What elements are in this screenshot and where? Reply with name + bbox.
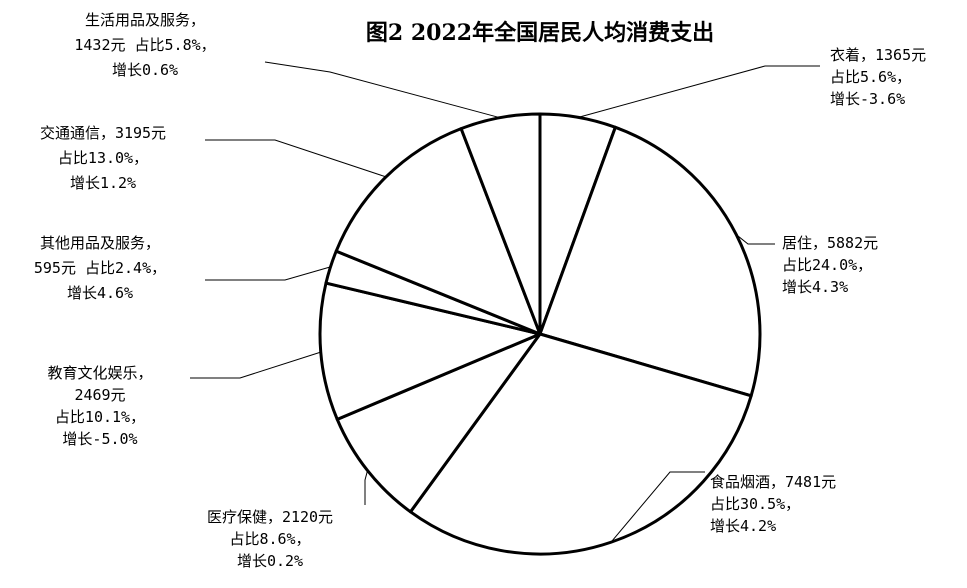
slice-label: 生活用品及服务， 1432元 占比5.8%， 增长0.6% (74, 11, 215, 79)
pie-slices (318, 112, 762, 556)
slice-label: 其他用品及服务， 595元 占比2.4%， 增长4.6% (34, 234, 166, 302)
slice-label-line: 占比8.6%， (229, 530, 310, 548)
slice-labels: 衣着，1365元占比5.6%， 增长-3.6% 居住，5882元占比24.0%， 增长… (34, 11, 926, 570)
leader-line (364, 470, 368, 505)
slice-label-line: 增长4.3% (782, 278, 848, 296)
slice-label-line: 占比5.6%， (830, 68, 911, 86)
leader-line (264, 61, 501, 119)
slice-label-line: 增长4.2% (710, 517, 776, 535)
leader-line (205, 139, 387, 178)
slice-label: 居住，5882元占比24.0%， 增长4.3% (782, 234, 878, 296)
slice-label-line: 占比24.0%， (782, 256, 872, 274)
slice-label-line: 595元 占比2.4%， (34, 259, 166, 277)
slice-label-line: 其他用品及服务， (40, 234, 160, 252)
leader-line (610, 471, 705, 543)
slice-label-line: 增长1.2% (70, 174, 136, 192)
pie-slice (538, 125, 762, 398)
leader-line (205, 266, 331, 281)
slice-label: 教育文化娱乐， 2469元占比10.1%， 增长-5.0% (47, 364, 152, 448)
pie-slice (335, 332, 542, 514)
slice-label-line: 2469元 (74, 386, 125, 404)
slice-label-line: 居住，5882元 (782, 234, 878, 252)
pie-slice (318, 281, 542, 421)
slice-label-line: 生活用品及服务， (85, 11, 205, 29)
slice-label-line: 增长0.6% (112, 61, 178, 79)
slice-label-line: 教育文化娱乐， (47, 364, 152, 382)
slice-label-line: 占比30.5%， (710, 495, 800, 513)
pie-slice (334, 127, 542, 336)
slice-label-line: 医疗保健，2120元 (207, 508, 333, 526)
slice-label-line: 增长4.6% (67, 284, 133, 302)
leader-line (578, 65, 820, 118)
slice-label-line: 增长-5.0% (62, 430, 137, 448)
leader-line (735, 234, 775, 245)
slice-label-line: 增长-3.6% (830, 90, 905, 108)
slice-label: 食品烟酒，7481元占比30.5%， 增长4.2% (710, 473, 836, 535)
slice-label: 交通通信，3195元占比13.0%， 增长1.2% (40, 124, 166, 192)
slice-label: 衣着，1365元占比5.6%， 增长-3.6% (830, 46, 926, 108)
slice-label-line: 占比13.0%， (58, 149, 148, 167)
slice-label-line: 衣着，1365元 (830, 46, 926, 64)
slice-label-line: 食品烟酒，7481元 (710, 473, 836, 491)
slice-label-line: 交通通信，3195元 (40, 124, 166, 142)
leader-lines (190, 61, 820, 543)
chart-title: 图2 2022年全国居民人均消费支出 (366, 20, 714, 46)
slice-label-line: 1432元 占比5.8%， (74, 36, 215, 54)
pie-slice (459, 112, 542, 336)
leader-line (190, 351, 321, 379)
slice-label-line: 增长0.2% (237, 552, 303, 570)
slice-label-line: 占比10.1%， (55, 408, 145, 426)
slice-label: 医疗保健，2120元占比8.6%， 增长0.2% (207, 508, 333, 570)
